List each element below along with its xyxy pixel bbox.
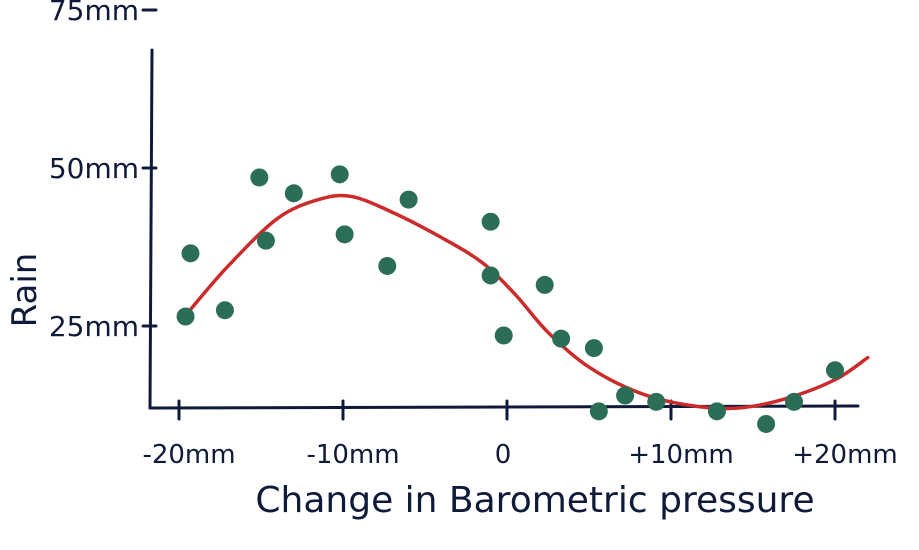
data-point xyxy=(552,329,571,348)
y-tick-label: 50mm xyxy=(49,152,139,185)
data-points xyxy=(176,165,844,433)
data-point xyxy=(494,326,513,345)
data-point xyxy=(399,190,418,209)
data-point xyxy=(589,402,608,421)
data-point xyxy=(826,361,844,380)
y-axis-label: Rain xyxy=(5,253,45,328)
ticks: -20mm -10mm 0 +10mm +20mm 25mm 50mm 75mm xyxy=(49,0,898,470)
x-tick-label: -10mm xyxy=(306,440,399,470)
trend-line xyxy=(185,193,870,411)
axes xyxy=(148,48,860,410)
x-axis-label: Change in Barometric pressure xyxy=(255,480,814,521)
data-point xyxy=(330,165,349,184)
data-point xyxy=(176,307,195,326)
y-axis xyxy=(148,48,154,410)
data-point xyxy=(481,266,500,285)
data-point xyxy=(335,225,354,244)
data-point xyxy=(215,301,234,320)
data-point xyxy=(785,392,803,411)
trend-curve xyxy=(185,193,870,411)
y-tick-label: 25mm xyxy=(49,310,139,343)
data-point xyxy=(647,392,666,411)
data-point xyxy=(250,168,269,187)
data-point xyxy=(584,339,603,358)
x-tick-label: +10mm xyxy=(628,440,734,470)
x-tick-label: -20mm xyxy=(142,440,235,470)
data-point xyxy=(535,275,554,294)
x-tick-label: 0 xyxy=(495,440,512,470)
y-tick-label: 75mm xyxy=(49,0,139,27)
data-point xyxy=(284,184,303,203)
data-point xyxy=(757,414,776,433)
x-tick-label: +20mm xyxy=(792,440,898,470)
data-point xyxy=(707,402,726,421)
data-point xyxy=(378,256,397,275)
data-point xyxy=(256,231,275,250)
data-point xyxy=(181,244,200,263)
data-point xyxy=(616,386,635,405)
data-point xyxy=(481,212,500,231)
